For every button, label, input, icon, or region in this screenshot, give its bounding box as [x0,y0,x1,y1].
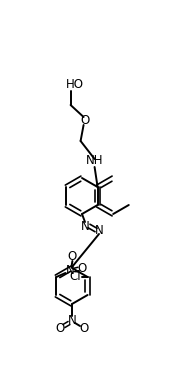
Text: N: N [66,265,75,277]
Text: NH: NH [86,155,103,167]
Text: O: O [78,262,87,276]
Text: HO: HO [66,78,84,92]
Text: N: N [95,223,103,237]
Text: N: N [68,314,76,326]
Text: N: N [81,219,89,233]
Text: O: O [55,322,65,335]
Text: O: O [68,251,77,263]
Text: O: O [80,114,89,127]
Text: O: O [79,322,89,335]
Text: Cl: Cl [70,270,81,283]
